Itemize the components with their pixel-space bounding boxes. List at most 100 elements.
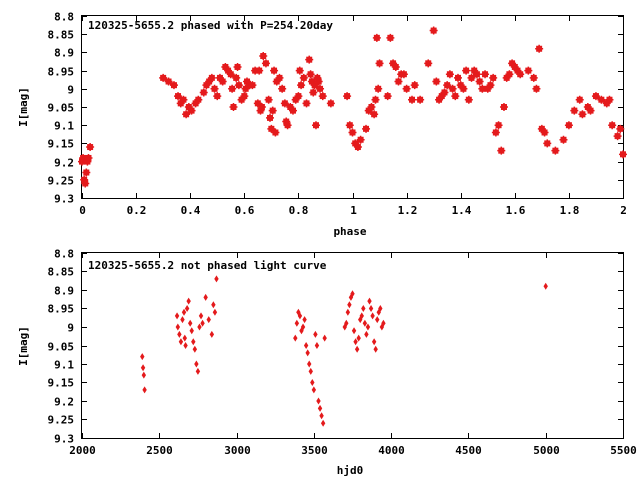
data-point-cross <box>494 121 503 130</box>
data-point <box>381 319 386 327</box>
data-point-cross <box>540 128 549 137</box>
data-point-cross <box>294 92 303 101</box>
data-point-cross <box>288 106 297 115</box>
x-tick-label: 2500 <box>146 444 173 457</box>
x-tick-label: 4000 <box>378 444 405 457</box>
data-point <box>320 419 326 427</box>
data-point-cross <box>410 81 419 90</box>
data-point-cross <box>467 73 476 82</box>
data-point-cross <box>353 143 362 152</box>
x-axis-label: hjd0 <box>337 464 364 477</box>
data-point-cross <box>81 179 90 188</box>
data-point <box>316 397 321 405</box>
data-point <box>378 305 383 312</box>
data-point <box>344 319 349 327</box>
data-point-cross <box>424 59 433 68</box>
data-point-cross <box>372 33 381 42</box>
data-point-cross <box>343 92 352 101</box>
data-point <box>311 386 317 394</box>
data-point-cross <box>348 128 357 137</box>
chart-title: 120325-5655.2 phased with P=254.20day <box>88 19 333 32</box>
data-point-cross <box>255 66 264 75</box>
data-point <box>356 334 361 342</box>
data-point-cross <box>240 92 249 101</box>
data-point <box>305 349 310 357</box>
x-tick-label: 4500 <box>455 444 482 457</box>
data-point-cross <box>399 70 408 79</box>
y-tick-label: 8.8 <box>54 11 74 24</box>
data-point <box>178 338 184 346</box>
data-point-cross <box>229 103 238 111</box>
data-point-cross <box>613 132 622 141</box>
y-tick-label: 9.2 <box>54 396 74 409</box>
y-tick-label: 8.9 <box>54 285 74 298</box>
data-point <box>313 330 318 338</box>
data-point-cross <box>586 106 595 115</box>
data-point-cross <box>194 95 203 104</box>
data-point <box>182 334 187 342</box>
data-point-cross <box>408 95 417 104</box>
data-point-cross <box>464 95 473 104</box>
data-point <box>140 353 145 361</box>
data-point-cross <box>86 143 95 152</box>
y-axis-label: I[mag] <box>17 87 30 127</box>
y-tick-label: 9.05 <box>48 102 75 115</box>
tick-marks <box>82 253 624 439</box>
data-point-cross <box>306 70 315 79</box>
x-tick-label: 1.4 <box>452 204 472 217</box>
x-tick-label: 1.6 <box>506 204 526 217</box>
data-point-cross <box>316 84 325 93</box>
data-point-cross <box>267 124 276 133</box>
data-point-cross <box>213 92 222 101</box>
data-point <box>365 323 371 331</box>
y-tick-label: 8.8 <box>54 248 74 261</box>
data-point-cross <box>402 84 411 93</box>
data-point-cross <box>462 66 471 75</box>
data-point <box>345 308 351 316</box>
plot-frame <box>81 252 624 439</box>
data-point-cross <box>575 95 584 104</box>
data-point <box>310 379 315 386</box>
data-point-cross <box>448 84 457 93</box>
y-tick-label: 9.3 <box>54 193 74 206</box>
data-point-cross <box>524 66 533 75</box>
data-point-cross <box>84 153 93 162</box>
data-point-cross <box>440 88 449 97</box>
data-point-cross <box>261 59 270 68</box>
y-tick-labels: 8.8 8.85 8.9 8.95 9 9.05 9.1 9.15 9.2 9.25 9.3 <box>48 248 75 446</box>
chart-title: 120325-5655.2 not phased light curve <box>88 259 327 272</box>
data-point <box>300 323 306 331</box>
data-point-cross <box>210 84 219 93</box>
y-tick-labels: 8.8 8.85 8.9 8.95 9 9.05 9.1 9.15 9.2 9.25 9.3 <box>48 11 75 206</box>
x-tick-label: 1 <box>350 204 357 217</box>
data-point-cross <box>275 73 284 82</box>
x-tick-label: 2000 <box>69 444 96 457</box>
data-point-cross <box>516 70 525 79</box>
y-tick-label: 9.1 <box>54 120 74 133</box>
data-point-cross <box>459 84 468 93</box>
data-point <box>362 319 368 327</box>
data-point-cross <box>605 95 614 104</box>
data-point-cross <box>174 92 183 101</box>
data-point-cross <box>326 99 335 108</box>
data-point <box>194 360 199 368</box>
data-point-cross <box>299 73 308 82</box>
data-point-cross <box>207 73 216 82</box>
x-tick-label: 5500 <box>610 444 637 457</box>
data-point-cross <box>499 103 508 111</box>
data-point-cross <box>453 73 462 82</box>
data-point <box>198 312 204 320</box>
data-point <box>371 338 377 346</box>
data-point <box>319 412 324 420</box>
y-tick-label: 8.95 <box>48 303 75 316</box>
data-point-cross <box>226 70 235 79</box>
data-point-cross <box>311 121 320 130</box>
data-point <box>375 316 380 324</box>
data-point-cross <box>608 121 617 130</box>
data-point <box>303 342 309 349</box>
data-point-cross <box>169 81 178 90</box>
data-point-cross <box>283 121 292 130</box>
data-point-cross <box>309 88 318 97</box>
data-point-cross <box>551 146 560 155</box>
